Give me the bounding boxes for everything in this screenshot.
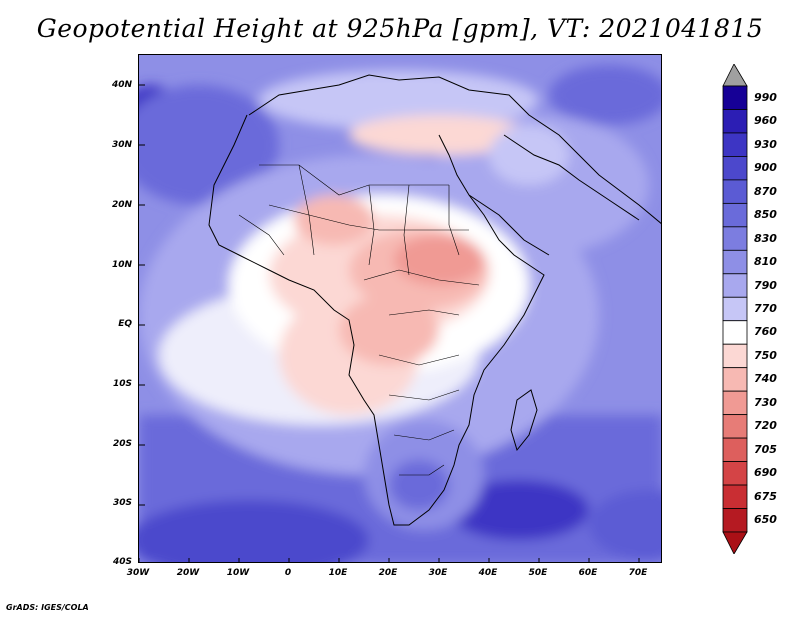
colorbar-level-label: 740 [754,372,777,386]
lon-label-10e: 10E [328,568,348,578]
colorbar-level-label: 790 [754,278,777,292]
lat-label-eq: EQ [118,319,132,329]
colorbar-level-label: 730 [754,395,777,409]
colorbar-level-label: 870 [754,184,777,198]
colorbar-segment [722,343,748,369]
map-plot-area [138,54,662,563]
lat-label-30s: 30S [112,498,132,508]
colorbar-level-label: 770 [754,302,777,315]
shaded-contours [139,65,661,562]
colorbar-segment [722,109,748,134]
colorbar-level-label: 750 [754,348,777,362]
lat-label-10s: 10S [112,379,132,389]
lat-label-20n: 20N [111,200,132,210]
lat-label-10n: 10N [111,260,132,270]
colorbar [722,64,748,554]
lon-label-60e: 60E [578,568,598,578]
lon-label-10w: 10W [226,568,250,578]
colorbar-level-label: 850 [754,208,777,222]
colorbar-segment [722,226,748,251]
lat-label-30n: 30N [111,140,132,150]
colorbar-level-label: 930 [754,137,777,151]
lon-label-20e: 20E [378,568,398,578]
credit-text: GrADS: IGES/COLA [6,603,89,612]
lon-label-70e: 70E [628,568,648,578]
colorbar-segment [722,273,748,298]
colorbar-segment [722,156,748,181]
lon-label-30w: 30W [126,568,150,578]
colorbar-level-label: 690 [754,466,777,480]
lat-label-40s: 40S [112,557,132,567]
colorbar-segment [722,508,748,533]
lon-label-40e: 40E [478,568,498,578]
colorbar-segment [722,85,748,110]
colorbar-level-label: 760 [754,325,777,339]
lat-label-20s: 20S [112,439,132,449]
lat-label-40n: 40N [111,80,132,90]
map-title: Geopotential Height at 925hPa [gpm], VT:… [36,14,764,43]
colorbar-segment [722,132,748,157]
colorbar-segment [722,367,748,392]
colorbar-segment [722,320,748,345]
colorbar-segment [722,179,748,204]
colorbar-segment [722,296,748,322]
colorbar-segment [722,484,748,509]
colorbar-level-label: 675 [754,489,777,503]
colorbar-segment [722,414,748,439]
lon-label-20w: 20W [176,568,200,578]
lon-label-0: 0 [284,568,292,578]
coastlines [208,74,661,526]
colorbar-segment [722,461,748,486]
colorbar-level-label: 990 [754,90,777,104]
colorbar-segment [722,202,748,228]
colorbar-segment [722,249,748,275]
colorbar-under-arrow [722,531,748,554]
lon-label-50e: 50E [528,568,548,578]
colorbar-level-label: 960 [754,114,777,128]
colorbar-level-label: 720 [754,419,777,433]
axis-ticks [139,84,640,562]
country-borders [238,164,480,476]
colorbar-segment [722,437,748,462]
colorbar-level-label: 810 [754,255,777,269]
colorbar-level-label: 830 [754,231,777,245]
colorbar-segment [722,390,748,416]
height-field [139,55,661,562]
colorbar-over-arrow [722,64,748,87]
lon-label-30e: 30E [428,568,448,578]
colorbar-level-label: 900 [754,161,777,175]
colorbar-level-label: 705 [754,442,777,456]
colorbar-level-label: 650 [754,513,777,527]
